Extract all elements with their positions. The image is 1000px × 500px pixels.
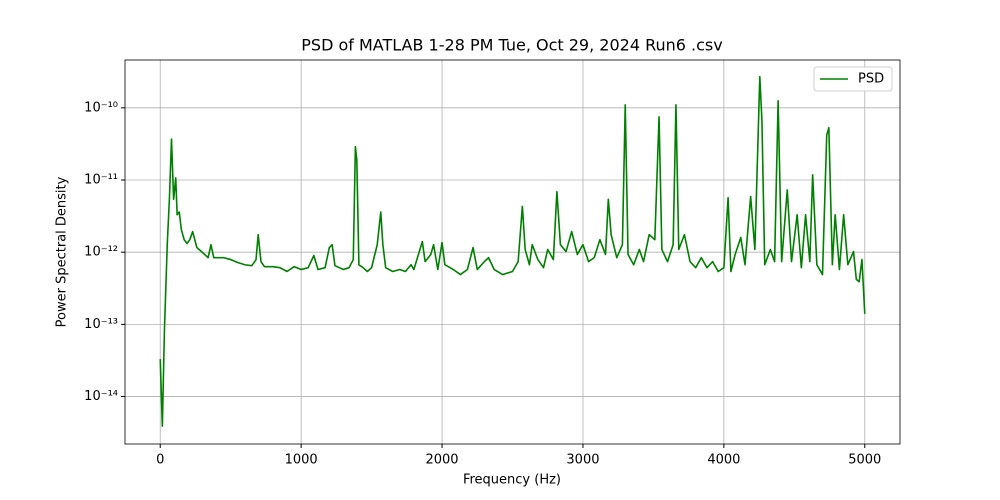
y-axis-label: Power Spectral Density xyxy=(55,176,70,327)
x-axis-label: Frequency (Hz) xyxy=(463,473,561,488)
psd-line xyxy=(159,75,866,427)
x-tick-label: 3000 xyxy=(566,453,599,468)
legend-label: PSD xyxy=(858,72,884,87)
plot-frame xyxy=(124,59,901,445)
chart-title: PSD of MATLAB 1-28 PM Tue, Oct 29, 2024 … xyxy=(301,36,722,55)
legend-box xyxy=(813,66,893,92)
x-tick-label: 4000 xyxy=(707,453,740,468)
x-tick-label: 5000 xyxy=(848,453,881,468)
y-tick-label: 10⁻¹⁴ xyxy=(84,389,118,404)
y-tick-label: 10⁻¹⁰ xyxy=(84,100,118,115)
y-tick-label: 10⁻¹² xyxy=(84,245,118,260)
x-tick-label: 2000 xyxy=(425,453,458,468)
y-tick-label: 10⁻¹³ xyxy=(84,317,118,332)
y-tick-label: 10⁻¹¹ xyxy=(84,173,118,188)
x-tick-label: 1000 xyxy=(285,453,318,468)
x-tick-label: 0 xyxy=(156,453,164,468)
